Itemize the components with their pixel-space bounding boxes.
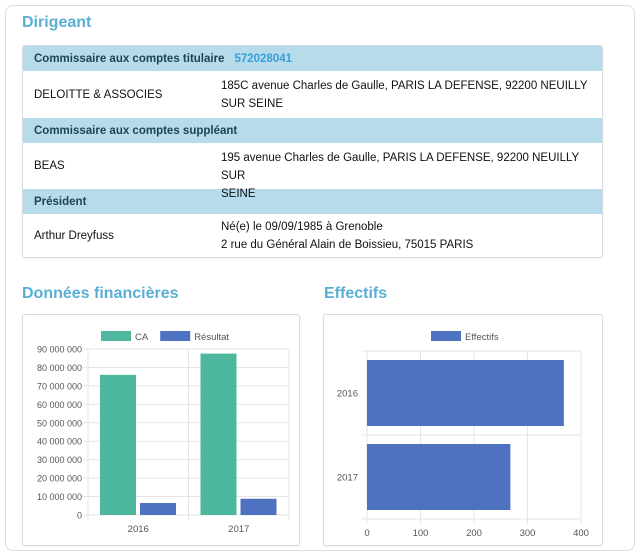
person-name: Arthur Dreyfuss: [34, 229, 114, 242]
siren-link[interactable]: 572028041: [234, 52, 293, 65]
legend-swatch: [160, 331, 191, 341]
y-tick-label: 70 000 000: [37, 381, 82, 391]
bar-ca: [200, 353, 237, 515]
person-address: 185C avenue Charles de Gaulle, PARIS LA …: [221, 71, 602, 118]
y-tick-label: 60 000 000: [37, 400, 82, 410]
person-row: DELOITTE & ASSOCIES 185C avenue Charles …: [23, 71, 602, 118]
address-line: 2 rue du Général Alain de Boissieu, 7501…: [221, 239, 474, 251]
x-tick-label: 0: [364, 528, 369, 539]
section-header-titulaire: Commissaire aux comptes titulaire 572028…: [23, 46, 602, 71]
x-tick-label: 200: [466, 528, 482, 539]
y-tick-label: 50 000 000: [37, 418, 82, 428]
section-header-suppleant: Commissaire aux comptes suppléant: [23, 118, 602, 143]
effectifs-chart-panel: 0 100 200 300 400 2016 2017 Effectifs: [323, 314, 603, 546]
y-tick-label: 40 000 000: [37, 437, 82, 447]
person-row: Arthur Dreyfuss Né(e) le 09/09/1985 à Gr…: [23, 214, 602, 257]
section-header-president: Président: [23, 189, 602, 214]
y-tick-label: 2017: [337, 473, 358, 484]
person-name: BEAS: [34, 160, 65, 172]
person-name: DELOITTE & ASSOCIES: [34, 88, 163, 101]
financial-chart: 0 10 000 000 20 000 000 30 000 000 40 000 00…: [37, 331, 290, 535]
financial-title: Données financières: [22, 285, 179, 302]
person-address: 195 avenue Charles de Gaulle, PARIS LA D…: [221, 143, 602, 200]
address-line: SEINE: [221, 188, 256, 200]
address-line: Né(e) le 09/09/1985 à Grenoble: [221, 221, 383, 233]
person-address: Né(e) le 09/09/1985 à Grenoble 2 rue du …: [221, 214, 602, 257]
legend-label: Résultat: [194, 332, 229, 343]
person-row: BEAS 195 avenue Charles de Gaulle, PARIS…: [23, 143, 602, 200]
legend-swatch: [431, 331, 461, 341]
bar-effectifs: [367, 360, 564, 426]
y-tick-label: 30 000 000: [37, 455, 82, 465]
bar-ca: [100, 374, 136, 515]
section-title: Président: [34, 195, 87, 208]
y-tick-label: 90 000 000: [37, 345, 82, 355]
legend-label: Effectifs: [465, 332, 499, 343]
address-line: 195 avenue Charles de Gaulle, PARIS LA D…: [221, 152, 579, 182]
dirigeant-table: Commissaire aux comptes titulaire 572028…: [22, 45, 603, 258]
bar-rsultat: [240, 498, 277, 515]
y-tick-label: 80 000 000: [37, 363, 82, 373]
legend-swatch: [101, 331, 131, 341]
bar-rsultat: [140, 503, 176, 515]
y-tick-label: 2016: [337, 389, 358, 400]
effectifs-chart: 0 100 200 300 400 2016 2017 Effectifs: [337, 331, 589, 539]
bar-effectifs: [367, 444, 511, 510]
x-tick-label: 400: [573, 528, 589, 539]
address-line: SUR SEINE: [221, 98, 283, 110]
financial-chart-panel: 0 10 000 000 20 000 000 30 000 000 40 000 00…: [22, 314, 300, 546]
x-tick-label: 2017: [228, 524, 249, 535]
y-tick-label: 20 000 000: [37, 474, 82, 484]
dirigeant-title: Dirigeant: [22, 14, 92, 31]
section-title: Commissaire aux comptes suppléant: [34, 124, 238, 137]
x-tick-label: 2016: [128, 524, 149, 535]
y-tick-label: 0: [77, 511, 82, 521]
y-tick-label: 10 000 000: [37, 492, 82, 502]
x-tick-label: 100: [413, 528, 429, 539]
effectifs-title: Effectifs: [324, 285, 388, 302]
section-title: Commissaire aux comptes titulaire: [34, 52, 225, 65]
x-tick-label: 300: [520, 528, 536, 539]
address-line: 185C avenue Charles de Gaulle, PARIS LA …: [221, 80, 588, 92]
legend-label: CA: [135, 332, 149, 343]
